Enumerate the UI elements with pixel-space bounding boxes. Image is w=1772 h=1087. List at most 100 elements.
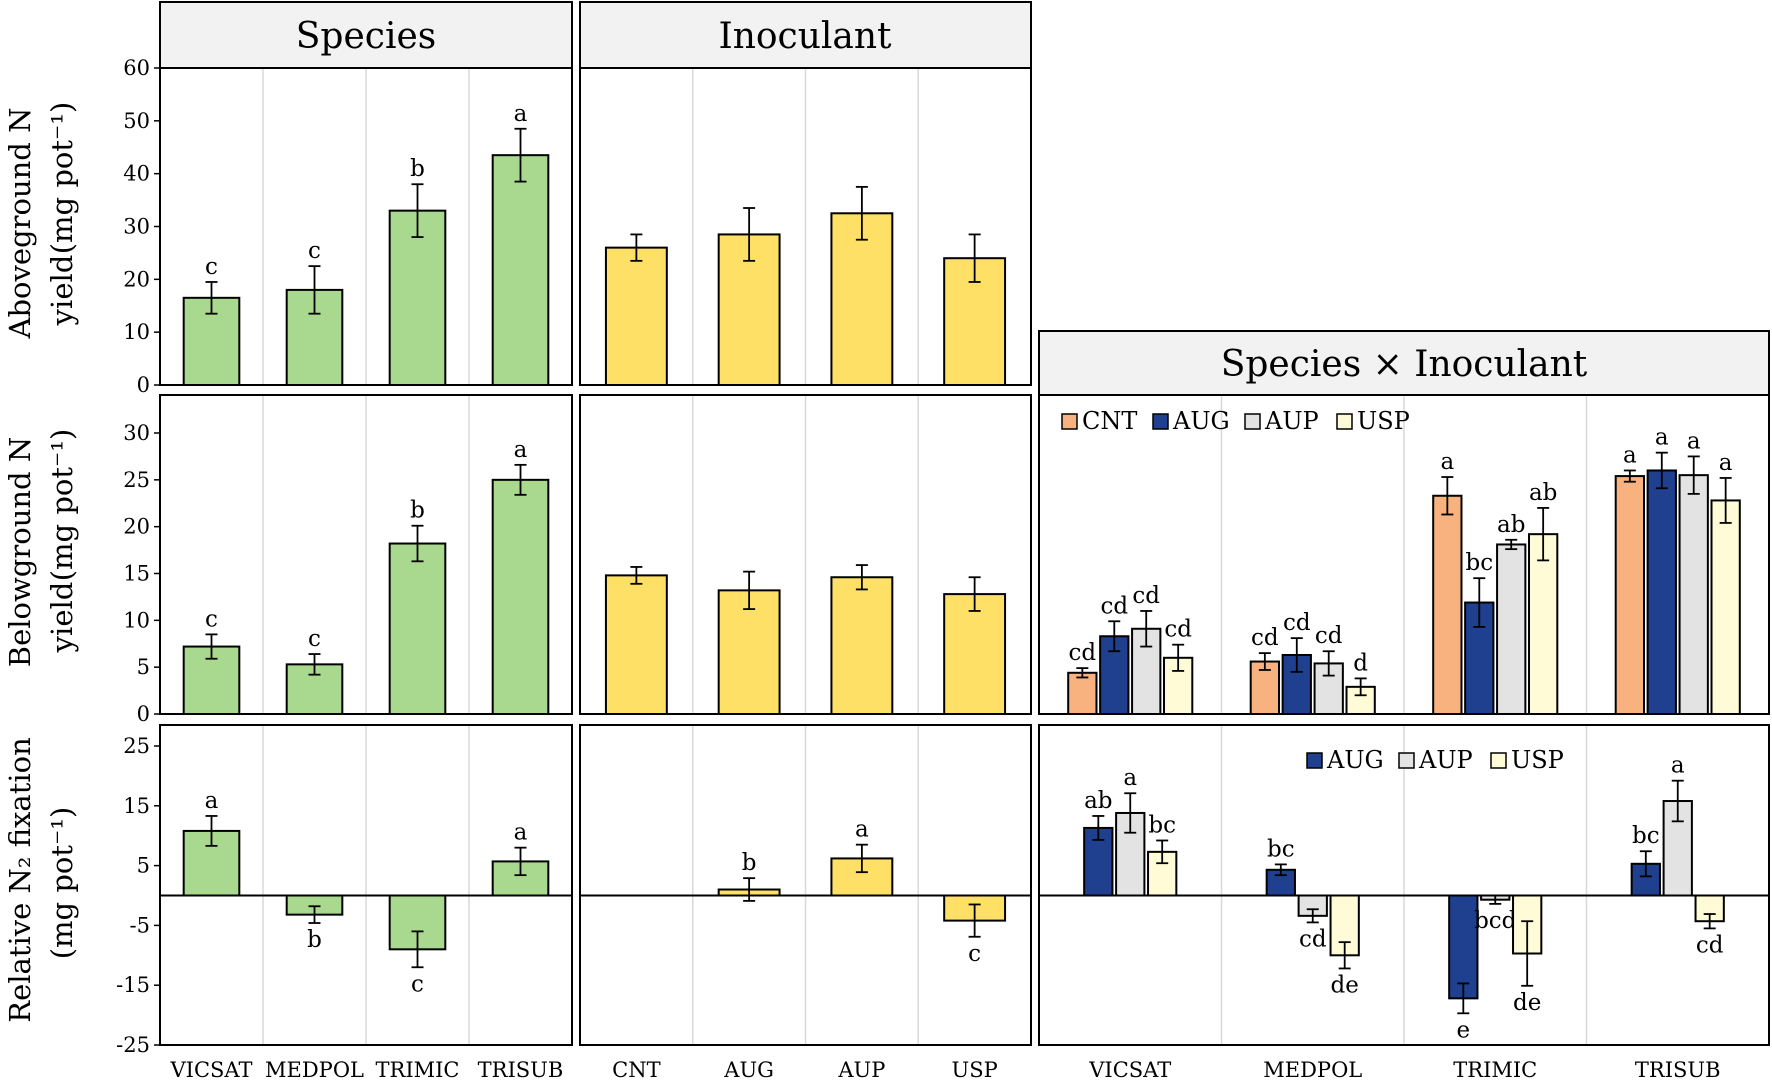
y-tick-label: 20: [123, 515, 150, 539]
significance-letter: c: [411, 971, 424, 997]
bar-aup-vicsat: [1115, 811, 1146, 897]
bar-medpol: [285, 663, 344, 716]
y-tick-label: 20: [123, 267, 150, 291]
bar-aup-trisub: [1678, 474, 1709, 715]
significance-letter: b: [410, 498, 425, 524]
bar-vicsat: [182, 829, 241, 897]
y-tick-label: 25: [123, 468, 150, 492]
bar-usp-medpol: [1329, 894, 1360, 957]
y-tick-label: 50: [123, 109, 150, 133]
bar-trimic: [388, 209, 447, 386]
significance-letter: d: [1353, 650, 1368, 676]
panel-above-inoculant: [579, 67, 1032, 387]
y-tick-label: 0: [137, 373, 150, 397]
panel-border: [579, 67, 1032, 386]
bar-aug-trimic: [1448, 894, 1479, 1000]
legend-swatch-aug: [1152, 413, 1169, 430]
x-label-aup: AUP: [837, 1058, 885, 1082]
y-tick-label: -25: [116, 1033, 150, 1057]
x-label-usp: USP: [952, 1058, 998, 1082]
significance-letter: a: [1687, 428, 1701, 454]
x-label-trisub: TRISUB: [1635, 1058, 1721, 1082]
x-label-medpol: MEDPOL: [265, 1058, 364, 1082]
y-tick-label: 10: [123, 320, 150, 344]
legend-swatch-aug: [1306, 752, 1323, 769]
legend-label-cnt: CNT: [1082, 407, 1137, 435]
bar-trimic: [388, 542, 447, 715]
ylabel-fix-line1: Relative N₂ fixation: [3, 737, 37, 1023]
x-label-medpol: MEDPOL: [1263, 1058, 1362, 1082]
legend-swatch-aup: [1398, 752, 1415, 769]
y-tick-label: -15: [116, 973, 150, 997]
significance-letter: cd: [1696, 932, 1724, 958]
bar-aug-trisub: [1646, 469, 1677, 716]
legend-fix-interaction: AUG AUP USP: [1306, 746, 1564, 774]
ylabel-below-units: (mg pot⁻¹): [45, 429, 79, 582]
significance-letter: a: [1623, 442, 1637, 468]
significance-letter: e: [1457, 1017, 1471, 1043]
header-inoculant: Inoculant: [579, 1, 1032, 69]
panel-fix-inoculant: b a c: [579, 724, 1032, 1046]
significance-letter: a: [1123, 765, 1137, 791]
significance-letter: bc: [1632, 823, 1660, 849]
bar-usp: [943, 593, 1007, 716]
header-species-title: Species: [296, 16, 436, 57]
bar-cnt: [604, 246, 668, 386]
x-label-vicsat: VICSAT: [1088, 1058, 1171, 1082]
significance-letter: a: [855, 817, 869, 843]
ylabel-above-line1: Aboveground N: [3, 108, 37, 340]
x-label-aug: AUG: [723, 1058, 774, 1082]
significance-letter: c: [205, 606, 218, 632]
ylabel-fix: Relative N₂ fixation (mg pot⁻¹): [3, 737, 79, 1023]
significance-letter: cd: [1069, 640, 1097, 666]
panel-border: [579, 724, 1032, 1046]
legend-below-interaction: CNT AUG AUP USP: [1061, 407, 1410, 435]
ylabel-above-units: (mg pot⁻¹): [45, 102, 79, 255]
header-species: Species: [159, 1, 573, 69]
bar-cnt-trimic: [1432, 494, 1463, 715]
y-tick-label: 5: [137, 854, 150, 878]
bar-trisub: [491, 154, 550, 386]
significance-letter: de: [1331, 972, 1359, 998]
panel-border: [579, 394, 1032, 715]
header-interaction: Species × Inoculant: [1038, 330, 1770, 396]
legend-label-usp: USP: [1357, 407, 1410, 435]
bar-aug: [717, 589, 781, 715]
panel-border: [159, 394, 573, 715]
ylabel-fix-units: (mg pot⁻¹): [45, 807, 79, 960]
significance-letter: a: [1655, 425, 1669, 451]
bar-aup: [830, 576, 894, 715]
legend-label-aug: AUG: [1172, 407, 1230, 435]
y-tick-label: -5: [130, 913, 150, 937]
bar-cnt-trisub: [1614, 475, 1645, 715]
legend-label-aup: AUP: [1264, 407, 1319, 435]
legend-label-aug: AUG: [1326, 746, 1384, 774]
significance-letter: cd: [1299, 926, 1327, 952]
y-tick-label: 30: [123, 421, 150, 445]
significance-letter: cd: [1132, 583, 1160, 609]
y-tick-label: 40: [123, 162, 150, 186]
bar-aup-trimic: [1496, 543, 1527, 715]
y-tick-label: 10: [123, 608, 150, 632]
bar-cnt-vicsat: [1067, 671, 1098, 716]
significance-letter: bc: [1465, 550, 1493, 576]
significance-letter: c: [968, 941, 981, 967]
y-tick-label: 5: [137, 655, 150, 679]
bar-usp-trisub: [1710, 499, 1741, 715]
y-tick-label: 60: [123, 56, 150, 80]
panel-border: [159, 67, 573, 386]
y-tick-label: 15: [123, 794, 150, 818]
significance-letter: de: [1513, 990, 1541, 1016]
significance-letter: c: [308, 626, 321, 652]
panel-border: [159, 724, 573, 1046]
bar-trisub: [491, 478, 550, 716]
significance-letter: cd: [1283, 610, 1311, 636]
panel-below-species: 0 5 10 15 20 25 30 c c b a: [123, 394, 573, 726]
significance-letter: ab: [1084, 788, 1112, 814]
legend-label-aup: AUP: [1418, 746, 1473, 774]
significance-letter: a: [1671, 753, 1685, 779]
significance-letter: cd: [1251, 625, 1279, 651]
y-tick-label: 0: [137, 702, 150, 726]
